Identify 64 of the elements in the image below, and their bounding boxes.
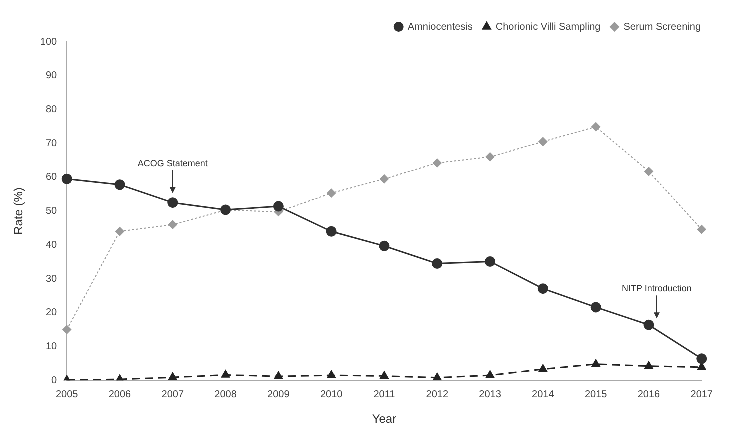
x-tick-label: 2006 [108,389,132,400]
point [380,174,389,184]
point [538,137,548,146]
point [222,370,230,378]
legend-label: Amniocentesis [408,22,473,33]
point [644,167,654,176]
legend-label: Serum Screening [624,22,702,33]
point [644,320,654,330]
point [486,370,494,378]
point [327,188,336,198]
x-tick-label: 2013 [479,389,502,400]
x-tick-label: 2009 [268,389,290,400]
point [432,258,443,270]
point [590,302,602,313]
y-tick-label: 60 [46,172,58,184]
point [273,201,284,212]
point [115,227,124,236]
point [168,198,178,208]
y-tick-label: 80 [46,104,58,116]
point [327,370,336,378]
x-tick-label: 2016 [638,389,661,400]
x-tick-label: 2007 [162,389,184,400]
point [538,284,548,294]
y-tick-label: 10 [46,341,58,352]
point [114,180,126,190]
legend-label: Chorionic Villi Sampling [496,22,601,33]
point [274,372,283,380]
y-tick-label: 100 [40,36,58,48]
point [696,354,708,364]
y-tick-label: 70 [46,138,58,150]
point [380,371,389,379]
x-tick-label: 2012 [426,389,449,400]
point [432,158,442,168]
y-tick-label: 40 [46,240,58,251]
annotation: NITP Introduction [622,284,692,294]
point [326,226,337,237]
x-tick-label: 2015 [584,389,608,400]
point [592,122,601,132]
point [168,220,178,230]
point [433,373,442,381]
x-axis-title: Year [372,412,397,426]
point [486,152,495,162]
y-axis-title: Rate (%) [12,188,26,235]
point [697,225,706,234]
point [485,256,496,267]
point [538,364,548,372]
annotation: ACOG Statement [138,158,208,168]
y-tick-label: 90 [46,70,58,82]
point [62,174,72,184]
x-tick-label: 2017 [690,389,714,400]
y-tick-label: 30 [46,274,58,285]
x-tick-label: 2014 [532,389,555,400]
y-tick-label: 20 [46,308,58,319]
y-tick-label: 50 [46,206,58,218]
point [62,325,72,334]
x-tick-label: 2008 [214,389,238,400]
x-tick-label: 2011 [374,389,396,400]
point [379,240,390,252]
x-tick-label: 2005 [56,389,79,400]
point [644,362,654,370]
x-tick-label: 2010 [320,389,344,400]
y-tick-label: 0 [52,375,58,386]
point [592,360,600,368]
point [168,372,178,380]
